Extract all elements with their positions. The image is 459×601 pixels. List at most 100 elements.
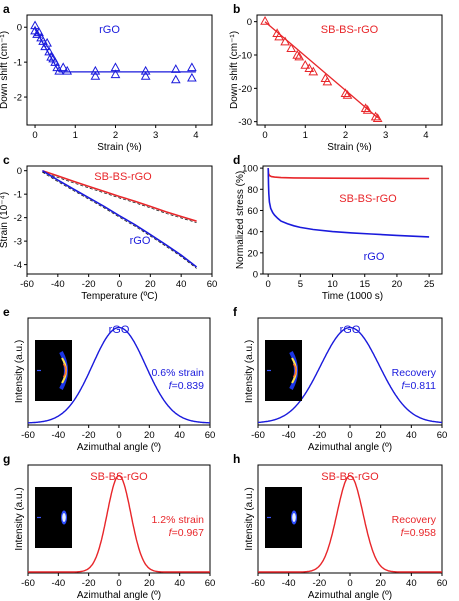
- panel-label: b: [233, 2, 240, 16]
- intensity-curve: [28, 326, 210, 424]
- x-tick-label: 40: [174, 578, 185, 589]
- data-point: [308, 66, 319, 76]
- annotation-text: Recovery: [392, 367, 437, 379]
- y-tick-label: -2: [14, 93, 22, 104]
- data-point: [38, 36, 48, 45]
- y-axis-label: Intensity (a.u.): [244, 487, 255, 550]
- data-point: [342, 89, 353, 99]
- series-line-sb-bs-rgo: [42, 169, 197, 222]
- data-point: [90, 65, 101, 75]
- x-axis-label: Strain (%): [327, 142, 371, 153]
- y-tick-label: -3: [14, 237, 22, 248]
- x-tick-label: 4: [423, 130, 428, 141]
- y-tick-label: 40: [247, 227, 258, 238]
- annotation-text: 1.2% strain: [151, 514, 204, 526]
- data-point: [110, 69, 121, 79]
- x-tick-label: 2: [113, 130, 118, 141]
- diffraction-inset-image: [35, 487, 72, 548]
- x-tick-label: 0: [32, 130, 37, 141]
- x-tick-label: 0: [262, 130, 267, 141]
- plot-area: [267, 168, 430, 238]
- x-tick-label: 0: [266, 279, 271, 290]
- data-point: [42, 37, 52, 47]
- y-tick-label: 20: [247, 248, 258, 259]
- x-axis-label: Azimuthal angle (º): [308, 442, 392, 453]
- x-tick-label: -40: [51, 430, 65, 441]
- series-line-rgo: [267, 168, 430, 238]
- x-tick-label: 60: [437, 430, 448, 441]
- series-line-sb-bs-rgo: [267, 168, 430, 180]
- x-tick-label: 20: [144, 430, 155, 441]
- x-tick-label: 15: [359, 279, 370, 290]
- y-tick-label: -1: [14, 58, 22, 69]
- x-tick-label: 0: [347, 578, 352, 589]
- x-tick-label: 0: [347, 430, 352, 441]
- panel-f: f -60 -40 -20 0 20 40 60 Azimuthal angle (º) Inte…: [233, 305, 447, 453]
- y-tick-label: -30: [238, 117, 252, 128]
- diffraction-inset-image: [265, 487, 302, 548]
- data-point: [372, 113, 383, 123]
- chart-title: rGO: [99, 24, 120, 36]
- x-tick-label: -20: [82, 430, 96, 441]
- y-axis-label: Intensity (a.u.): [14, 487, 25, 550]
- x-tick-label: -20: [312, 430, 326, 441]
- data-point: [32, 29, 42, 38]
- panel-label: c: [3, 153, 10, 167]
- y-axis-label: Intensity (a.u.): [244, 340, 255, 403]
- data-point: [340, 88, 351, 98]
- series-fit-dashed: [42, 171, 197, 224]
- x-tick-label: 60: [207, 279, 218, 290]
- chart-title: SB-BS-rGO: [321, 471, 379, 483]
- y-tick-label: 0: [253, 270, 258, 281]
- y-tick-label: 80: [247, 185, 258, 196]
- intensity-curve: [258, 474, 442, 573]
- y-axis-label: Strain (10⁻⁴): [0, 192, 10, 248]
- y-tick-label: 0: [17, 166, 22, 177]
- x-tick-label: -40: [282, 578, 296, 589]
- x-tick-label: 3: [383, 130, 388, 141]
- panel-c: c -60 -40 -20 0 20 40 60 0 -1 -2 -3 -4 Temperature (º…: [0, 153, 217, 302]
- data-point: [170, 64, 181, 73]
- data-point: [294, 51, 305, 61]
- plot-area: [258, 326, 442, 424]
- chart-title: rGO: [340, 324, 361, 336]
- data-point: [274, 31, 284, 41]
- plot-area: [41, 169, 198, 269]
- x-tick-label: 1: [73, 130, 78, 141]
- panel-e: e -60 -40 -20 0 20 40 60 Azimuthal angle (º) Inte…: [3, 305, 215, 453]
- x-tick-label: 60: [437, 578, 448, 589]
- y-axis-label: Down shift (cm⁻¹): [0, 31, 10, 109]
- data-point: [370, 111, 381, 121]
- axes-frame: [262, 165, 443, 275]
- annotation-text: 0.6% strain: [151, 367, 204, 379]
- axes-frame: [256, 14, 443, 126]
- panel-h: h -60 -40 -20 0 20 40 60 Azimuthal angle (º) Inte…: [233, 452, 447, 601]
- data-point: [187, 62, 197, 72]
- x-axis-label: Azimuthal angle (º): [77, 442, 161, 453]
- x-tick-label: 0: [116, 430, 121, 441]
- x-tick-label: -60: [21, 578, 35, 589]
- series-fit-dashed: [42, 171, 197, 269]
- f-value: f=0.958: [401, 527, 436, 539]
- x-tick-label: 5: [298, 279, 303, 290]
- panel-g: g -60 -40 -20 0 20 40 60 Azimuthal angle (º) Inte…: [3, 452, 215, 601]
- x-tick-label: -20: [82, 578, 96, 589]
- y-tick-label: 60: [247, 206, 258, 217]
- x-tick-label: 20: [375, 578, 386, 589]
- data-point: [300, 59, 311, 69]
- y-tick-label: -1: [14, 190, 22, 201]
- plot-area: [28, 326, 210, 424]
- data-point: [62, 65, 73, 75]
- plot-area: [30, 20, 197, 84]
- panel-label: a: [3, 2, 10, 16]
- x-tick-label: -60: [251, 578, 265, 589]
- x-tick-label: 40: [174, 430, 185, 441]
- x-tick-label: 40: [406, 578, 417, 589]
- x-tick-label: -40: [51, 578, 65, 589]
- chart-title: rGO: [109, 324, 130, 336]
- data-point: [34, 27, 44, 37]
- data-point: [360, 103, 371, 113]
- y-tick-label: -10: [238, 51, 252, 62]
- plot-area: [260, 15, 383, 123]
- data-point: [44, 46, 54, 56]
